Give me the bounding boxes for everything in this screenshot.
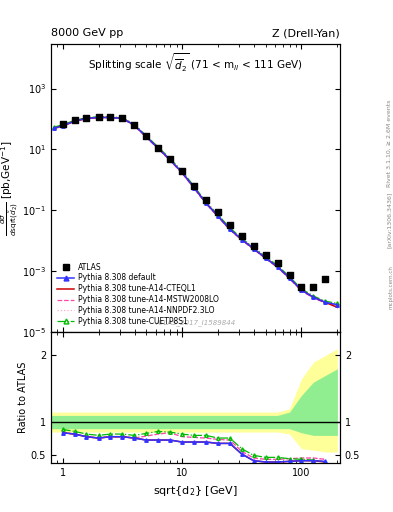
Text: Splitting scale $\sqrt{\overline{d}_2}$ (71 < m$_{ll}$ < 111 GeV): Splitting scale $\sqrt{\overline{d}_2}$ … — [88, 52, 303, 74]
Point — [167, 155, 173, 163]
Point — [95, 113, 102, 121]
Y-axis label: $\frac{d\sigma}{d\mathrm{sqrt}(\tilde{d}_2)}$ [pb,GeV$^{-1}$]: $\frac{d\sigma}{d\mathrm{sqrt}(\tilde{d}… — [0, 140, 21, 236]
Point — [83, 114, 90, 122]
Point — [227, 221, 233, 229]
Point — [203, 196, 209, 204]
Point — [59, 120, 66, 128]
Text: mcplots.cern.ch: mcplots.cern.ch — [389, 265, 393, 309]
Point — [131, 120, 138, 129]
Point — [72, 116, 78, 124]
Point — [155, 144, 162, 152]
Point — [274, 260, 281, 268]
Point — [191, 181, 197, 189]
Point — [119, 114, 125, 122]
Text: Z (Drell-Yan): Z (Drell-Yan) — [272, 28, 340, 38]
Point — [143, 132, 149, 140]
Y-axis label: Ratio to ATLAS: Ratio to ATLAS — [18, 362, 28, 434]
Point — [251, 242, 257, 250]
Text: [arXiv:1306.3436]: [arXiv:1306.3436] — [387, 192, 391, 248]
Text: ATLAS_2017_I1589844: ATLAS_2017_I1589844 — [155, 319, 236, 326]
Point — [298, 283, 305, 291]
Point — [107, 113, 114, 121]
Point — [215, 208, 221, 217]
Point — [263, 250, 269, 259]
Point — [179, 166, 185, 175]
Point — [239, 232, 245, 241]
Point — [322, 275, 329, 283]
X-axis label: sqrt{d$_2$} [GeV]: sqrt{d$_2$} [GeV] — [153, 484, 238, 498]
Text: Rivet 3.1.10, ≥ 2.6M events: Rivet 3.1.10, ≥ 2.6M events — [387, 100, 391, 187]
Text: 8000 GeV pp: 8000 GeV pp — [51, 28, 123, 38]
Point — [286, 271, 293, 279]
Legend: ATLAS, Pythia 8.308 default, Pythia 8.308 tune-A14-CTEQL1, Pythia 8.308 tune-A14: ATLAS, Pythia 8.308 default, Pythia 8.30… — [55, 260, 221, 328]
Point — [310, 283, 316, 291]
